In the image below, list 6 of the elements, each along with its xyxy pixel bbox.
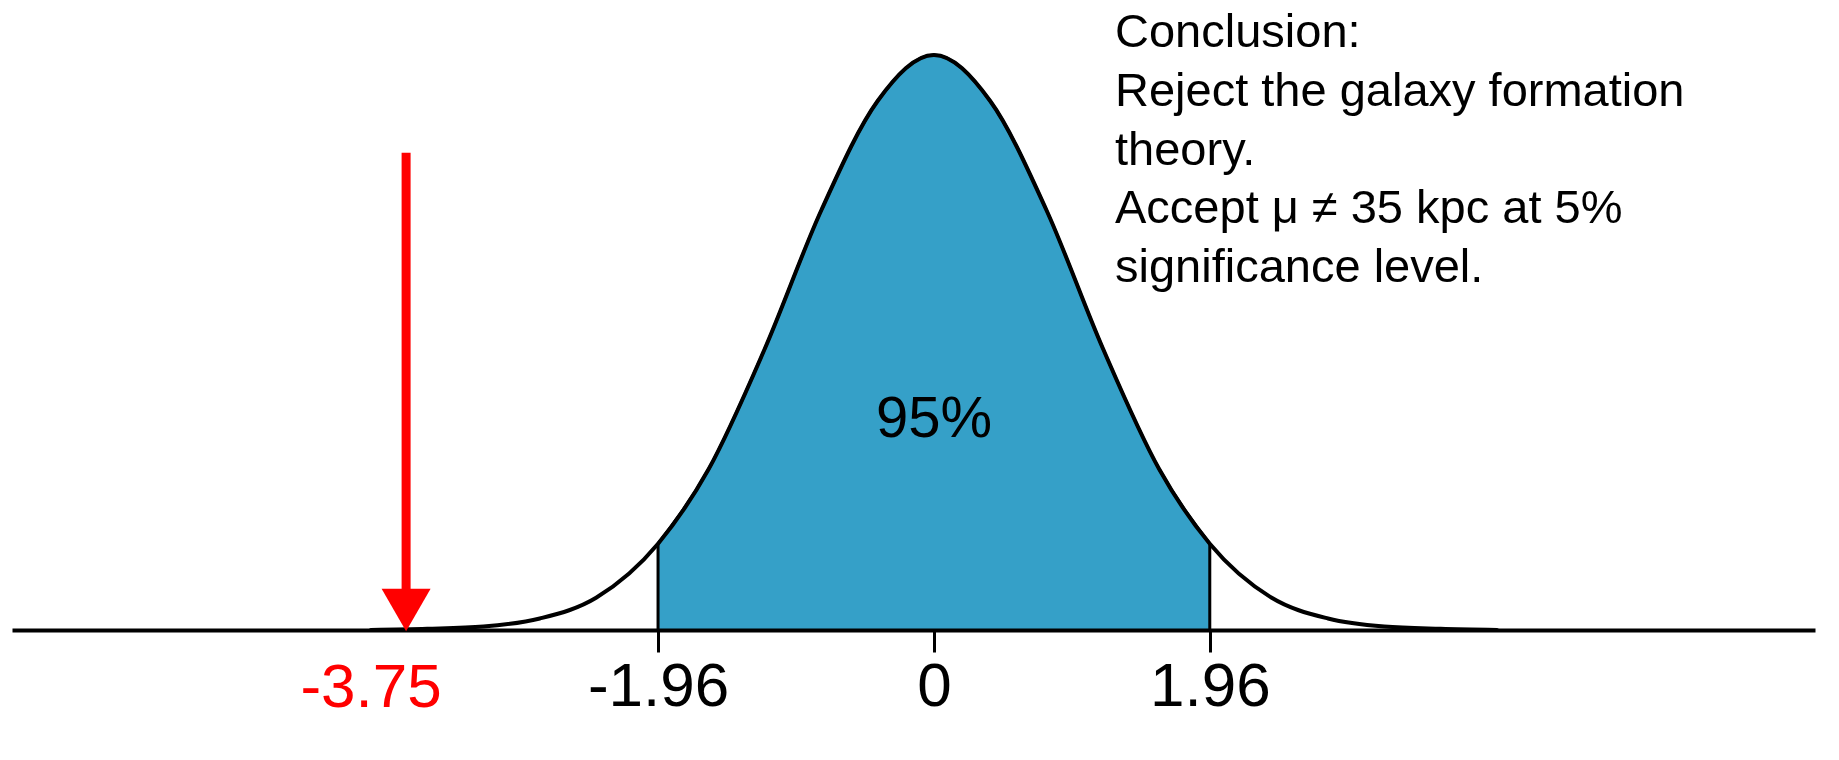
- annotation: 95%: [875, 384, 993, 449]
- annotation: Conclusion: Reject the galaxy formation theory. Accept μ ≠ 35 kpc at 5% significance level.: [1115, 4, 1685, 292]
- ref-line-label: -3.75: [300, 651, 442, 720]
- x-tick-label: 1.96: [1149, 649, 1271, 719]
- x-tick-label: -1.96: [587, 649, 730, 719]
- x-tick-label: 0: [917, 649, 952, 719]
